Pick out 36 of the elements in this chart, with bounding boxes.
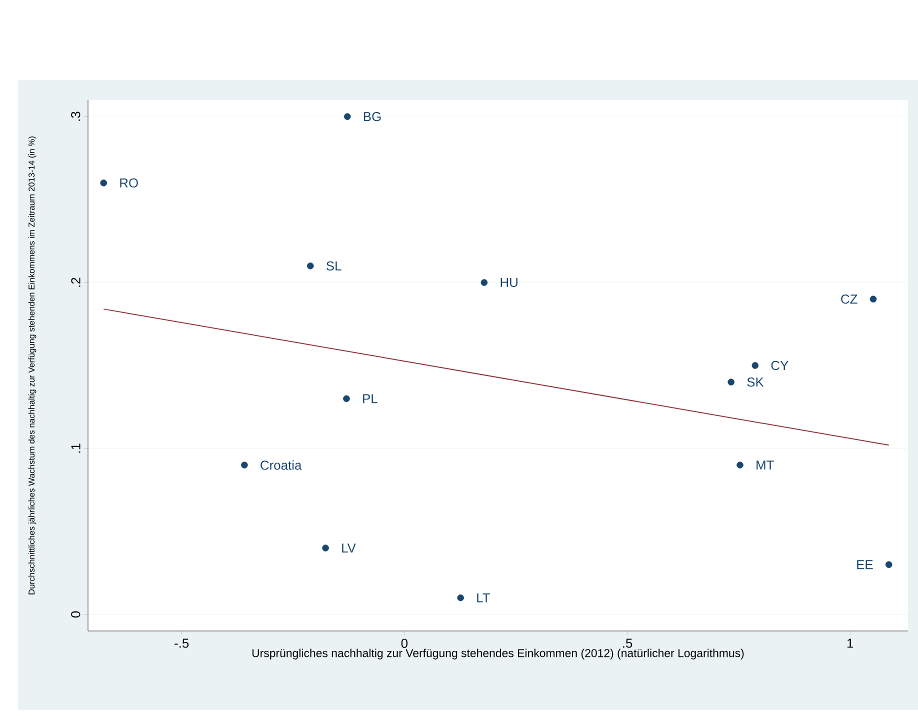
point — [752, 362, 759, 369]
point — [728, 378, 734, 386]
point — [885, 561, 892, 568]
point — [343, 395, 350, 402]
x-tick-label: 1 — [847, 638, 854, 648]
point — [322, 544, 329, 552]
annotation: HU — [500, 278, 518, 288]
annotation: CZ — [841, 294, 858, 304]
annotation: Croatia — [260, 460, 302, 470]
point — [480, 279, 488, 286]
annotation: PL — [363, 394, 378, 404]
y-axis-title: Durchschnittliches jährliches Wachstum des nachhaltig zur Verfügung stehenden Einkommens im Zeitraum 2013-14 (in %) — [28, 136, 36, 594]
point — [870, 296, 877, 303]
point — [100, 180, 108, 186]
x-axis-title: Ursprüngliches nachhaltig zur Verfügung stehendes Einkommen (2012) (natürlicher Logarithmus) — [252, 648, 744, 660]
y-tick-label: .2 — [71, 278, 80, 287]
annotation: MT — [756, 460, 774, 470]
annotation: LV — [342, 544, 356, 552]
annotation: SK — [747, 377, 764, 387]
x-tick-label: 0 — [401, 638, 408, 648]
point — [306, 262, 314, 270]
annotation: LT — [477, 593, 490, 602]
annotation: SL — [326, 261, 342, 271]
x-tick-label: -.5 — [174, 638, 189, 648]
annotation: RO — [120, 178, 138, 188]
point — [736, 462, 744, 468]
y-tick-label: 0 — [71, 611, 80, 618]
annotation: EE — [857, 560, 873, 570]
y-tick-label: .1 — [71, 444, 80, 453]
x-tick-label: .5 — [623, 638, 632, 648]
y-tick-label: .3 — [71, 112, 80, 121]
point — [457, 594, 464, 602]
annotation: CY — [771, 360, 788, 370]
point — [241, 462, 248, 468]
point — [344, 113, 351, 120]
annotation: BG — [364, 112, 381, 122]
